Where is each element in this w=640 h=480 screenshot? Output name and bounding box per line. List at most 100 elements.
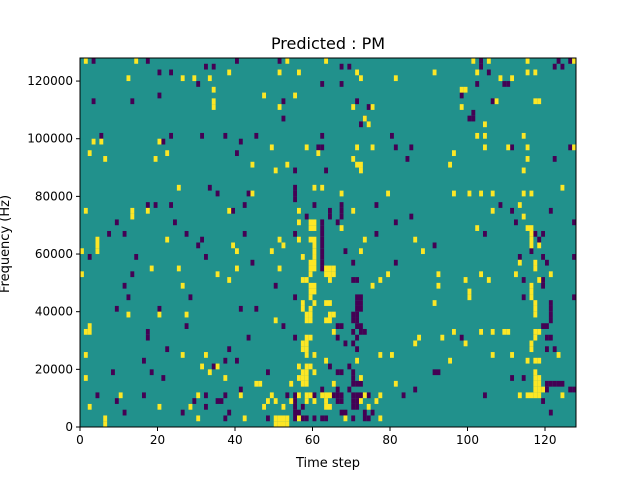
- heatmap-cell-low: [328, 213, 332, 220]
- heatmap-cell-high: [331, 271, 336, 278]
- heatmap-cell-low: [192, 398, 197, 404]
- heatmap-cell-high: [103, 421, 108, 427]
- heatmap-cell-high: [80, 271, 84, 278]
- heatmap-cell-low: [362, 409, 367, 416]
- heatmap-cell-low: [107, 230, 112, 237]
- heatmap-cell-low: [339, 323, 344, 329]
- heatmap-cell-low: [374, 202, 379, 208]
- heatmap-cell-high: [541, 386, 546, 393]
- heatmap-cell-high: [529, 346, 534, 353]
- heatmap-cell-high: [281, 242, 286, 249]
- heatmap-cell-low: [157, 305, 162, 312]
- heatmap-cell-high: [362, 392, 367, 399]
- heatmap-cell-high: [157, 311, 162, 318]
- heatmap-cell-high: [165, 150, 170, 157]
- heatmap-cell-low: [238, 138, 243, 145]
- heatmap-cell-low: [517, 254, 522, 260]
- heatmap-cell-high: [312, 254, 317, 260]
- heatmap-cell-high: [459, 104, 464, 110]
- heatmap-cell-low: [510, 375, 515, 381]
- heatmap-cell-high: [269, 392, 274, 399]
- heatmap-cell-low: [293, 230, 298, 237]
- heatmap-cell-high: [277, 265, 282, 272]
- heatmap-cell-low: [320, 132, 325, 139]
- heatmap-cell-low: [343, 248, 348, 255]
- heatmap-cell-high: [297, 219, 301, 226]
- heatmap-cell-low: [347, 363, 352, 370]
- heatmap-cell-low: [235, 150, 239, 157]
- heatmap-cell-low: [242, 202, 247, 208]
- heatmap-cell-high: [510, 352, 515, 358]
- heatmap-cell-high: [521, 213, 526, 220]
- heatmap-cell-high: [452, 328, 456, 335]
- heatmap-cell-high: [266, 398, 270, 404]
- heatmap-cell-high: [312, 352, 317, 358]
- heatmap-cell-high: [157, 403, 162, 410]
- heatmap-cell-high: [242, 415, 247, 422]
- heatmap-cell-low: [355, 346, 360, 353]
- y-tick-label: 100000: [27, 132, 73, 146]
- heatmap-cell-high: [529, 236, 534, 243]
- heatmap-cell-high: [537, 380, 542, 387]
- heatmap-cell-low: [207, 184, 212, 191]
- heatmap-cell-high: [83, 58, 88, 64]
- heatmap-cell-high: [281, 421, 286, 427]
- heatmap-cell-high: [339, 225, 344, 231]
- heatmap-cell-high: [320, 184, 325, 191]
- heatmap-cell-low: [281, 98, 286, 105]
- heatmap-cell-high: [83, 352, 88, 358]
- heatmap-cell-low: [483, 230, 487, 237]
- heatmap-cell-high: [297, 363, 301, 370]
- heatmap-cell-high: [273, 167, 278, 174]
- heatmap-cell-low: [145, 202, 150, 208]
- heatmap-cell-high: [277, 69, 282, 76]
- heatmap-cell-low: [521, 375, 526, 381]
- heatmap-cell-high: [196, 392, 201, 399]
- heatmap-cell-low: [215, 190, 220, 197]
- heatmap-cell-high: [300, 277, 305, 283]
- heatmap-cell-low: [568, 386, 573, 393]
- heatmap-cell-high: [533, 265, 538, 272]
- heatmap-cell-low: [293, 409, 298, 416]
- heatmap-cell-low: [130, 98, 135, 105]
- heatmap-cell-high: [483, 121, 487, 128]
- heatmap-cell-low: [200, 236, 205, 243]
- heatmap-cell-low: [351, 328, 356, 335]
- heatmap-cell-low: [471, 115, 476, 122]
- heatmap-cell-low: [483, 392, 487, 399]
- heatmap-cell-high: [324, 357, 329, 364]
- heatmap-cell-high: [308, 317, 313, 324]
- heatmap-cell-high: [359, 75, 363, 82]
- heatmap-cell-low: [514, 219, 518, 226]
- heatmap-cell-low: [273, 282, 278, 289]
- heatmap-cell-high: [393, 75, 398, 82]
- heatmap-cell-high: [483, 132, 487, 139]
- heatmap-cell-high: [525, 156, 530, 162]
- heatmap-cell-low: [231, 207, 236, 214]
- heatmap-cell-high: [300, 380, 305, 387]
- heatmap-cell-low: [149, 369, 154, 376]
- heatmap-cell-low: [548, 300, 553, 306]
- chart-title: Predicted : PM: [271, 34, 385, 53]
- heatmap-cell-high: [95, 242, 100, 249]
- heatmap-cell-high: [304, 277, 309, 283]
- heatmap-cell-high: [486, 58, 491, 64]
- heatmap-cell-high: [308, 294, 313, 301]
- heatmap-cell-low: [339, 409, 344, 416]
- heatmap-cell-high: [537, 98, 542, 105]
- heatmap-cell-high: [517, 259, 522, 266]
- heatmap-cell-high: [494, 98, 499, 105]
- heatmap-cell-high: [440, 334, 445, 341]
- heatmap-cell-high: [351, 156, 356, 162]
- heatmap-cell-low: [161, 138, 166, 145]
- heatmap-cell-high: [490, 328, 495, 335]
- heatmap-cell-high: [188, 403, 193, 410]
- heatmap-cell-high: [180, 75, 185, 82]
- heatmap-cell-low: [467, 115, 472, 122]
- heatmap-cell-high: [312, 288, 317, 295]
- heatmap-cell-high: [297, 415, 301, 422]
- heatmap-cell-low: [320, 225, 325, 231]
- heatmap-cell-low: [339, 398, 344, 404]
- heatmap-cell-low: [355, 380, 360, 387]
